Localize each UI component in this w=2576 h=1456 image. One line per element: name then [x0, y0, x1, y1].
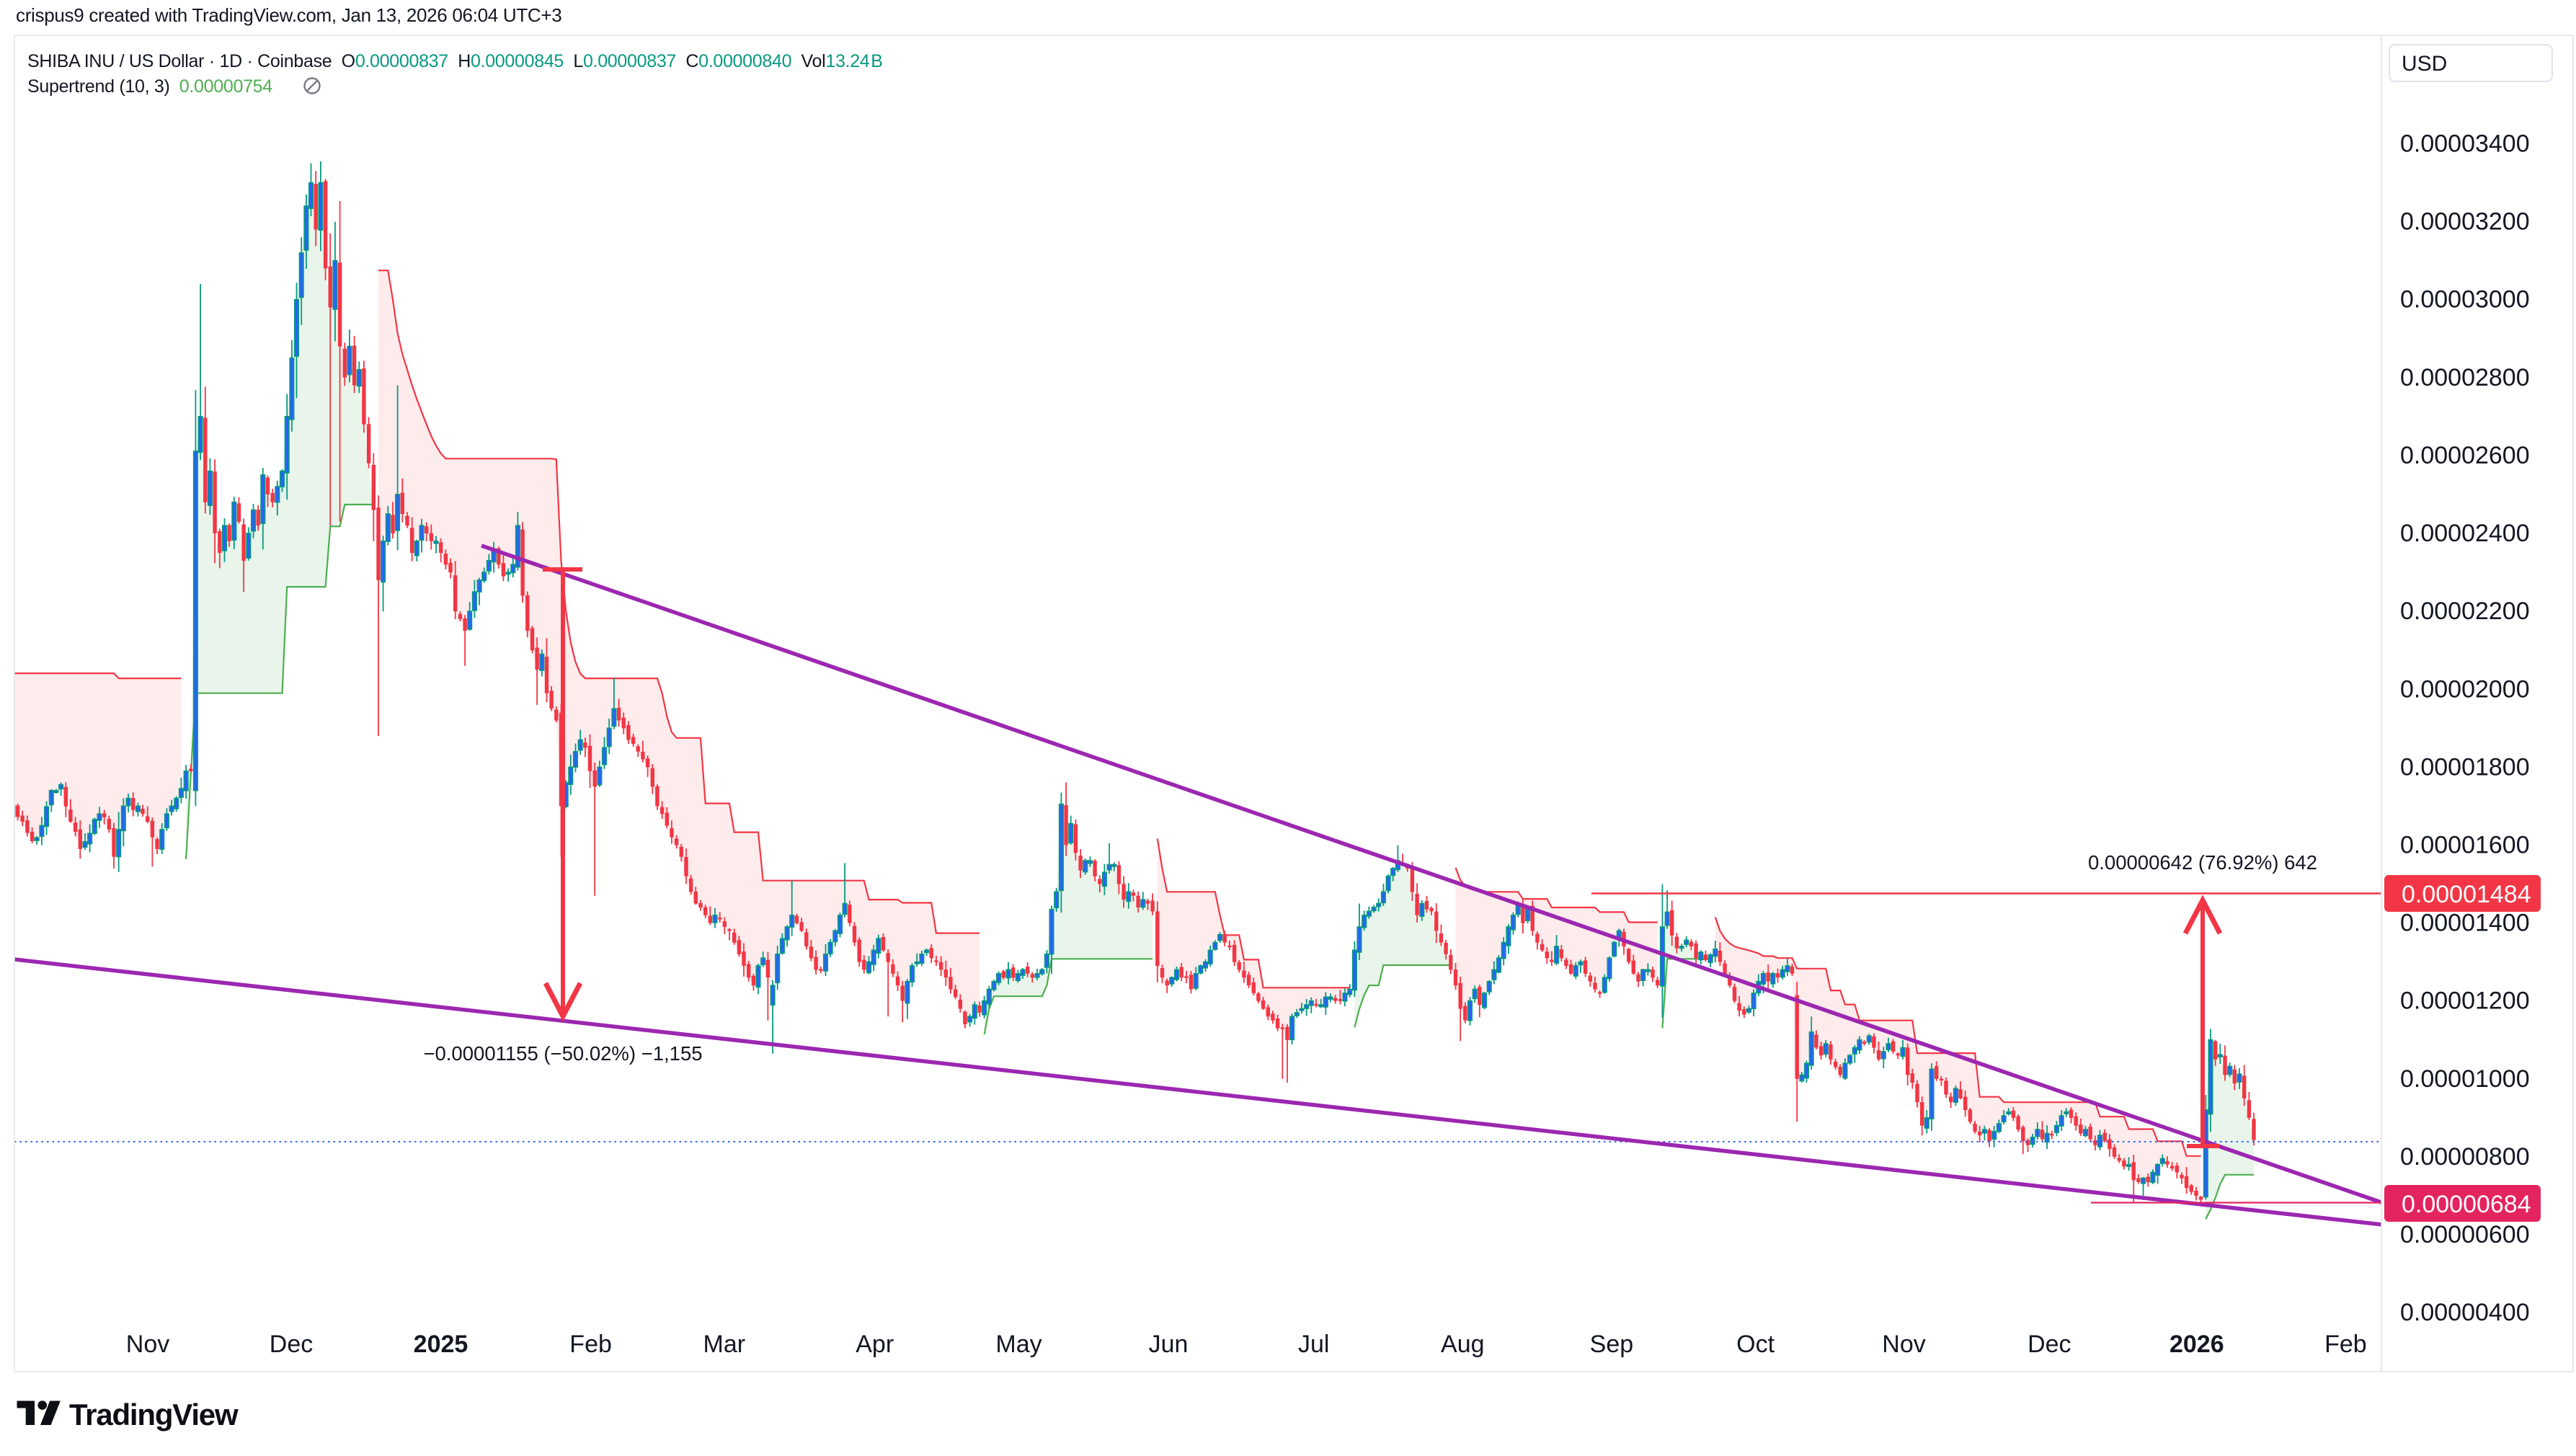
svg-text:Supertrend (10, 3) 0.00000754: Supertrend (10, 3) 0.00000754: [27, 76, 272, 97]
svg-text:Dec: Dec: [270, 1331, 313, 1358]
svg-text:Jul: Jul: [1298, 1331, 1329, 1358]
svg-text:TradingView: TradingView: [69, 1398, 239, 1431]
svg-text:0.00001800: 0.00001800: [2400, 753, 2530, 781]
svg-text:0.00001484: 0.00001484: [2402, 881, 2531, 908]
svg-text:2025: 2025: [414, 1331, 468, 1358]
svg-text:0.00000400: 0.00000400: [2400, 1299, 2530, 1326]
svg-text:Feb: Feb: [2324, 1331, 2367, 1358]
svg-text:USD: USD: [2402, 52, 2447, 76]
svg-text:2026: 2026: [2169, 1331, 2224, 1358]
svg-text:0.00002600: 0.00002600: [2400, 442, 2530, 469]
svg-text:Dec: Dec: [2028, 1331, 2071, 1358]
svg-text:Apr: Apr: [856, 1331, 894, 1358]
svg-text:crispus9 created with TradingV: crispus9 created with TradingView.com, J…: [16, 4, 561, 26]
svg-text:0.00001400: 0.00001400: [2400, 910, 2530, 937]
svg-text:Nov: Nov: [1882, 1331, 1925, 1358]
svg-text:0.00000642 (76.92%) 642: 0.00000642 (76.92%) 642: [2088, 851, 2317, 874]
svg-text:Aug: Aug: [1441, 1331, 1485, 1358]
svg-text:0.00000684: 0.00000684: [2402, 1191, 2531, 1218]
svg-text:0.00003400: 0.00003400: [2400, 130, 2530, 158]
svg-text:0.00001600: 0.00001600: [2400, 831, 2530, 858]
svg-text:SHIBA INU / US Dollar · 1D · C: SHIBA INU / US Dollar · 1D · Coinbase O0…: [27, 51, 883, 71]
svg-text:May: May: [995, 1331, 1041, 1358]
svg-text:Jun: Jun: [1149, 1331, 1189, 1358]
svg-text:0.00002000: 0.00002000: [2400, 675, 2530, 703]
svg-text:Oct: Oct: [1736, 1331, 1775, 1358]
svg-text:Sep: Sep: [1590, 1331, 1634, 1358]
svg-text:0.00001200: 0.00001200: [2400, 987, 2530, 1015]
svg-text:0.00000600: 0.00000600: [2400, 1221, 2530, 1248]
svg-text:Nov: Nov: [126, 1331, 169, 1358]
svg-text:0.00001000: 0.00001000: [2400, 1065, 2530, 1093]
svg-text:0.00002200: 0.00002200: [2400, 598, 2530, 625]
svg-text:0.00003000: 0.00003000: [2400, 286, 2530, 314]
svg-text:0.00002800: 0.00002800: [2400, 364, 2530, 391]
svg-text:Mar: Mar: [703, 1331, 746, 1358]
svg-text:Feb: Feb: [569, 1331, 612, 1358]
svg-text:−0.00001155 (−50.02%) −1,155: −0.00001155 (−50.02%) −1,155: [423, 1042, 702, 1065]
svg-text:0.00002400: 0.00002400: [2400, 520, 2530, 547]
svg-text:0.00000800: 0.00000800: [2400, 1143, 2530, 1171]
svg-text:0.00003200: 0.00003200: [2400, 208, 2530, 236]
